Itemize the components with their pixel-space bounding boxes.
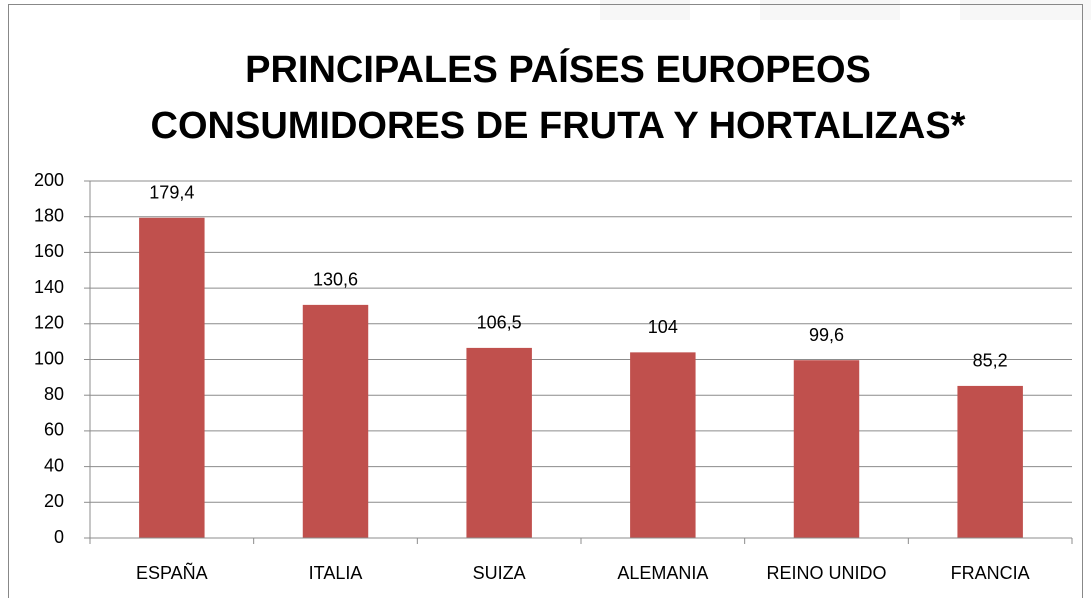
x-tick-label: REINO UNIDO <box>766 563 886 583</box>
x-tick-label: SUIZA <box>473 563 526 583</box>
y-tick-label: 100 <box>34 348 64 368</box>
x-tick-label: ITALIA <box>309 563 363 583</box>
data-label: 179,4 <box>149 183 194 203</box>
y-tick-label: 80 <box>44 384 64 404</box>
y-tick-label: 120 <box>34 313 64 333</box>
bar <box>466 347 532 538</box>
bar <box>793 360 860 538</box>
y-tick-label: 20 <box>44 491 64 511</box>
y-tick-label: 40 <box>44 455 64 475</box>
y-tick-label: 160 <box>34 241 64 261</box>
chart-border <box>8 4 1083 603</box>
background-stripe <box>760 0 900 20</box>
bar <box>630 352 696 538</box>
bar <box>957 385 1023 538</box>
y-tick-label: 60 <box>44 420 64 440</box>
bar <box>139 217 205 538</box>
data-label: 85,2 <box>973 351 1008 371</box>
bar <box>302 304 369 538</box>
y-tick-label: 140 <box>34 277 64 297</box>
x-tick-label: FRANCIA <box>951 563 1030 583</box>
y-tick-label: 200 <box>34 170 64 190</box>
x-tick-label: ESPAÑA <box>136 562 208 583</box>
data-label: 104 <box>648 317 678 337</box>
y-tick-label: 0 <box>54 527 64 547</box>
y-tick-label: 180 <box>34 205 64 225</box>
chart-title: PRINCIPALES PAÍSES EUROPEOS <box>245 47 871 91</box>
data-label: 106,5 <box>477 313 522 333</box>
data-label: 130,6 <box>313 270 358 290</box>
data-label: 99,6 <box>809 325 844 345</box>
background-stripe <box>960 0 1091 20</box>
background-stripe <box>600 0 690 20</box>
chart-title: CONSUMIDORES DE FRUTA Y HORTALIZAS* <box>151 105 966 147</box>
x-tick-label: ALEMANIA <box>617 563 708 583</box>
